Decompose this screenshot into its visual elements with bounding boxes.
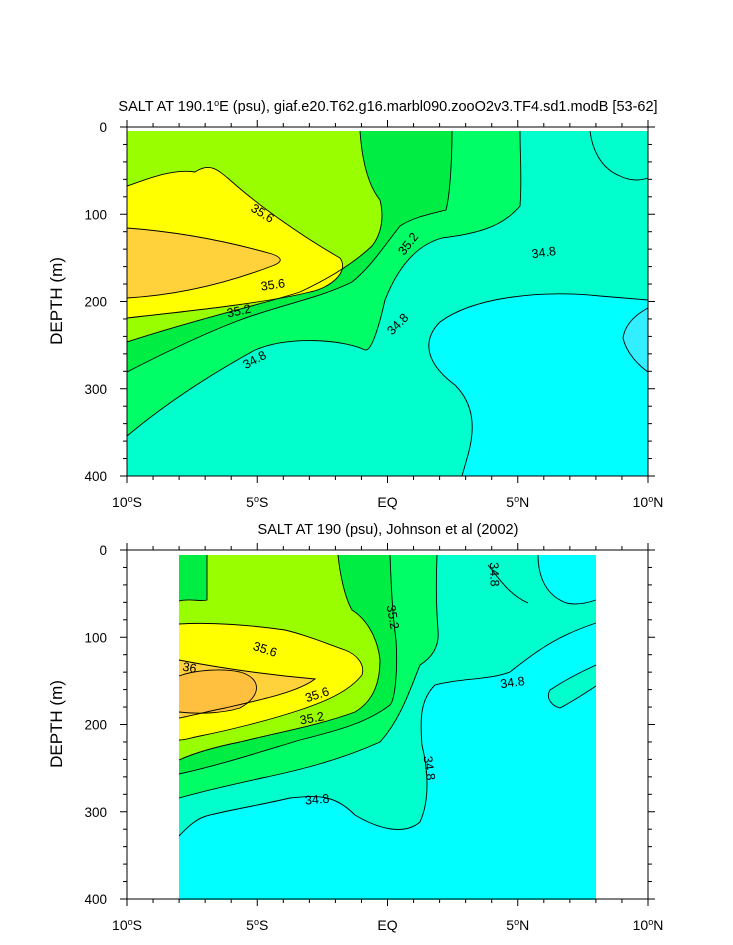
contour-label: 34.8 [500,674,526,691]
y-tick-label: 200 [84,295,107,310]
fill-band-gt-36-0 [179,669,257,714]
x-tick-label: 5oS [246,917,268,933]
panel-model-y-axis-label: DEPTH (m) [47,257,66,345]
contour-line [622,307,649,373]
contour-line [178,554,398,775]
x-tick-label: 10oN [633,494,664,510]
fill-band-35-8-36-0 [127,228,281,298]
contour-line [126,227,281,299]
panel-model-title: SALT AT 190.1oE (psu), giaf.e20.T62.g16.… [118,98,657,115]
contour-line [126,130,453,373]
x-tick-label: 10oS [112,494,142,510]
y-tick-label: 0 [99,543,107,558]
panel-observed-salinity-fill [179,555,596,900]
x-tick-label: 10oS [112,917,142,933]
y-tick-label: 400 [84,469,107,484]
panel-observed-y-axis-label: DEPTH (m) [47,680,66,768]
panel-model-contour-lines [126,130,649,477]
contour-label: 36 [181,660,197,676]
contour-line [428,293,649,477]
contour-label: 34.8 [531,244,557,261]
y-tick-label: 200 [84,718,107,733]
contour-label: 35.2 [384,604,402,630]
contour-label: 35.2 [226,302,253,321]
panel-model-salinity-fill [127,131,648,476]
y-tick-label: 100 [84,207,107,222]
y-tick-label: 300 [84,805,107,820]
contour-line [487,564,529,604]
x-tick-label: EQ [377,494,397,510]
x-tick-label: 5oN [506,917,529,933]
x-tick-label: 5oS [246,494,268,510]
contour-label: 35.6 [260,276,286,293]
panel-observed: SALT AT 190 (psu), Johnson et al (2002) … [47,522,663,933]
panel-observed-axes: 10oS 5oS EQ 5oN 10oN 0 100 200 300 400 [84,543,663,933]
contour-label: 34.8 [421,755,438,781]
contour-line [178,554,597,837]
fill-patch-34-8 [548,665,596,708]
contour-line [126,167,343,319]
y-tick-label: 400 [84,892,107,907]
contour-line [126,130,383,343]
contour-label: 34.8 [304,791,330,807]
panel-model: SALT AT 190.1oE (psu), giaf.e20.T62.g16.… [47,98,663,510]
x-tick-label: 10oN [633,917,664,933]
contour-label: 34.8 [487,562,502,587]
contour-line [178,554,439,799]
contour-line [178,669,257,714]
y-tick-label: 300 [84,382,107,397]
x-tick-label: 5oN [506,494,529,510]
contour-label: 35.2 [299,709,325,727]
panel-model-axes: 10oS 5oS EQ 5oN 10oN 0 100 200 300 400 [84,120,663,510]
contour-line [178,622,364,741]
contour-line [126,130,522,437]
contour-line [547,664,597,709]
y-tick-label: 0 [99,120,107,135]
panel-observed-title: SALT AT 190 (psu), Johnson et al (2002) [258,522,519,538]
y-tick-label: 100 [84,630,107,645]
panel-observed-contour-lines [178,554,597,837]
contour-line [178,659,317,719]
contour-line [589,130,649,181]
x-tick-label: EQ [377,917,397,933]
contour-line [178,554,381,761]
